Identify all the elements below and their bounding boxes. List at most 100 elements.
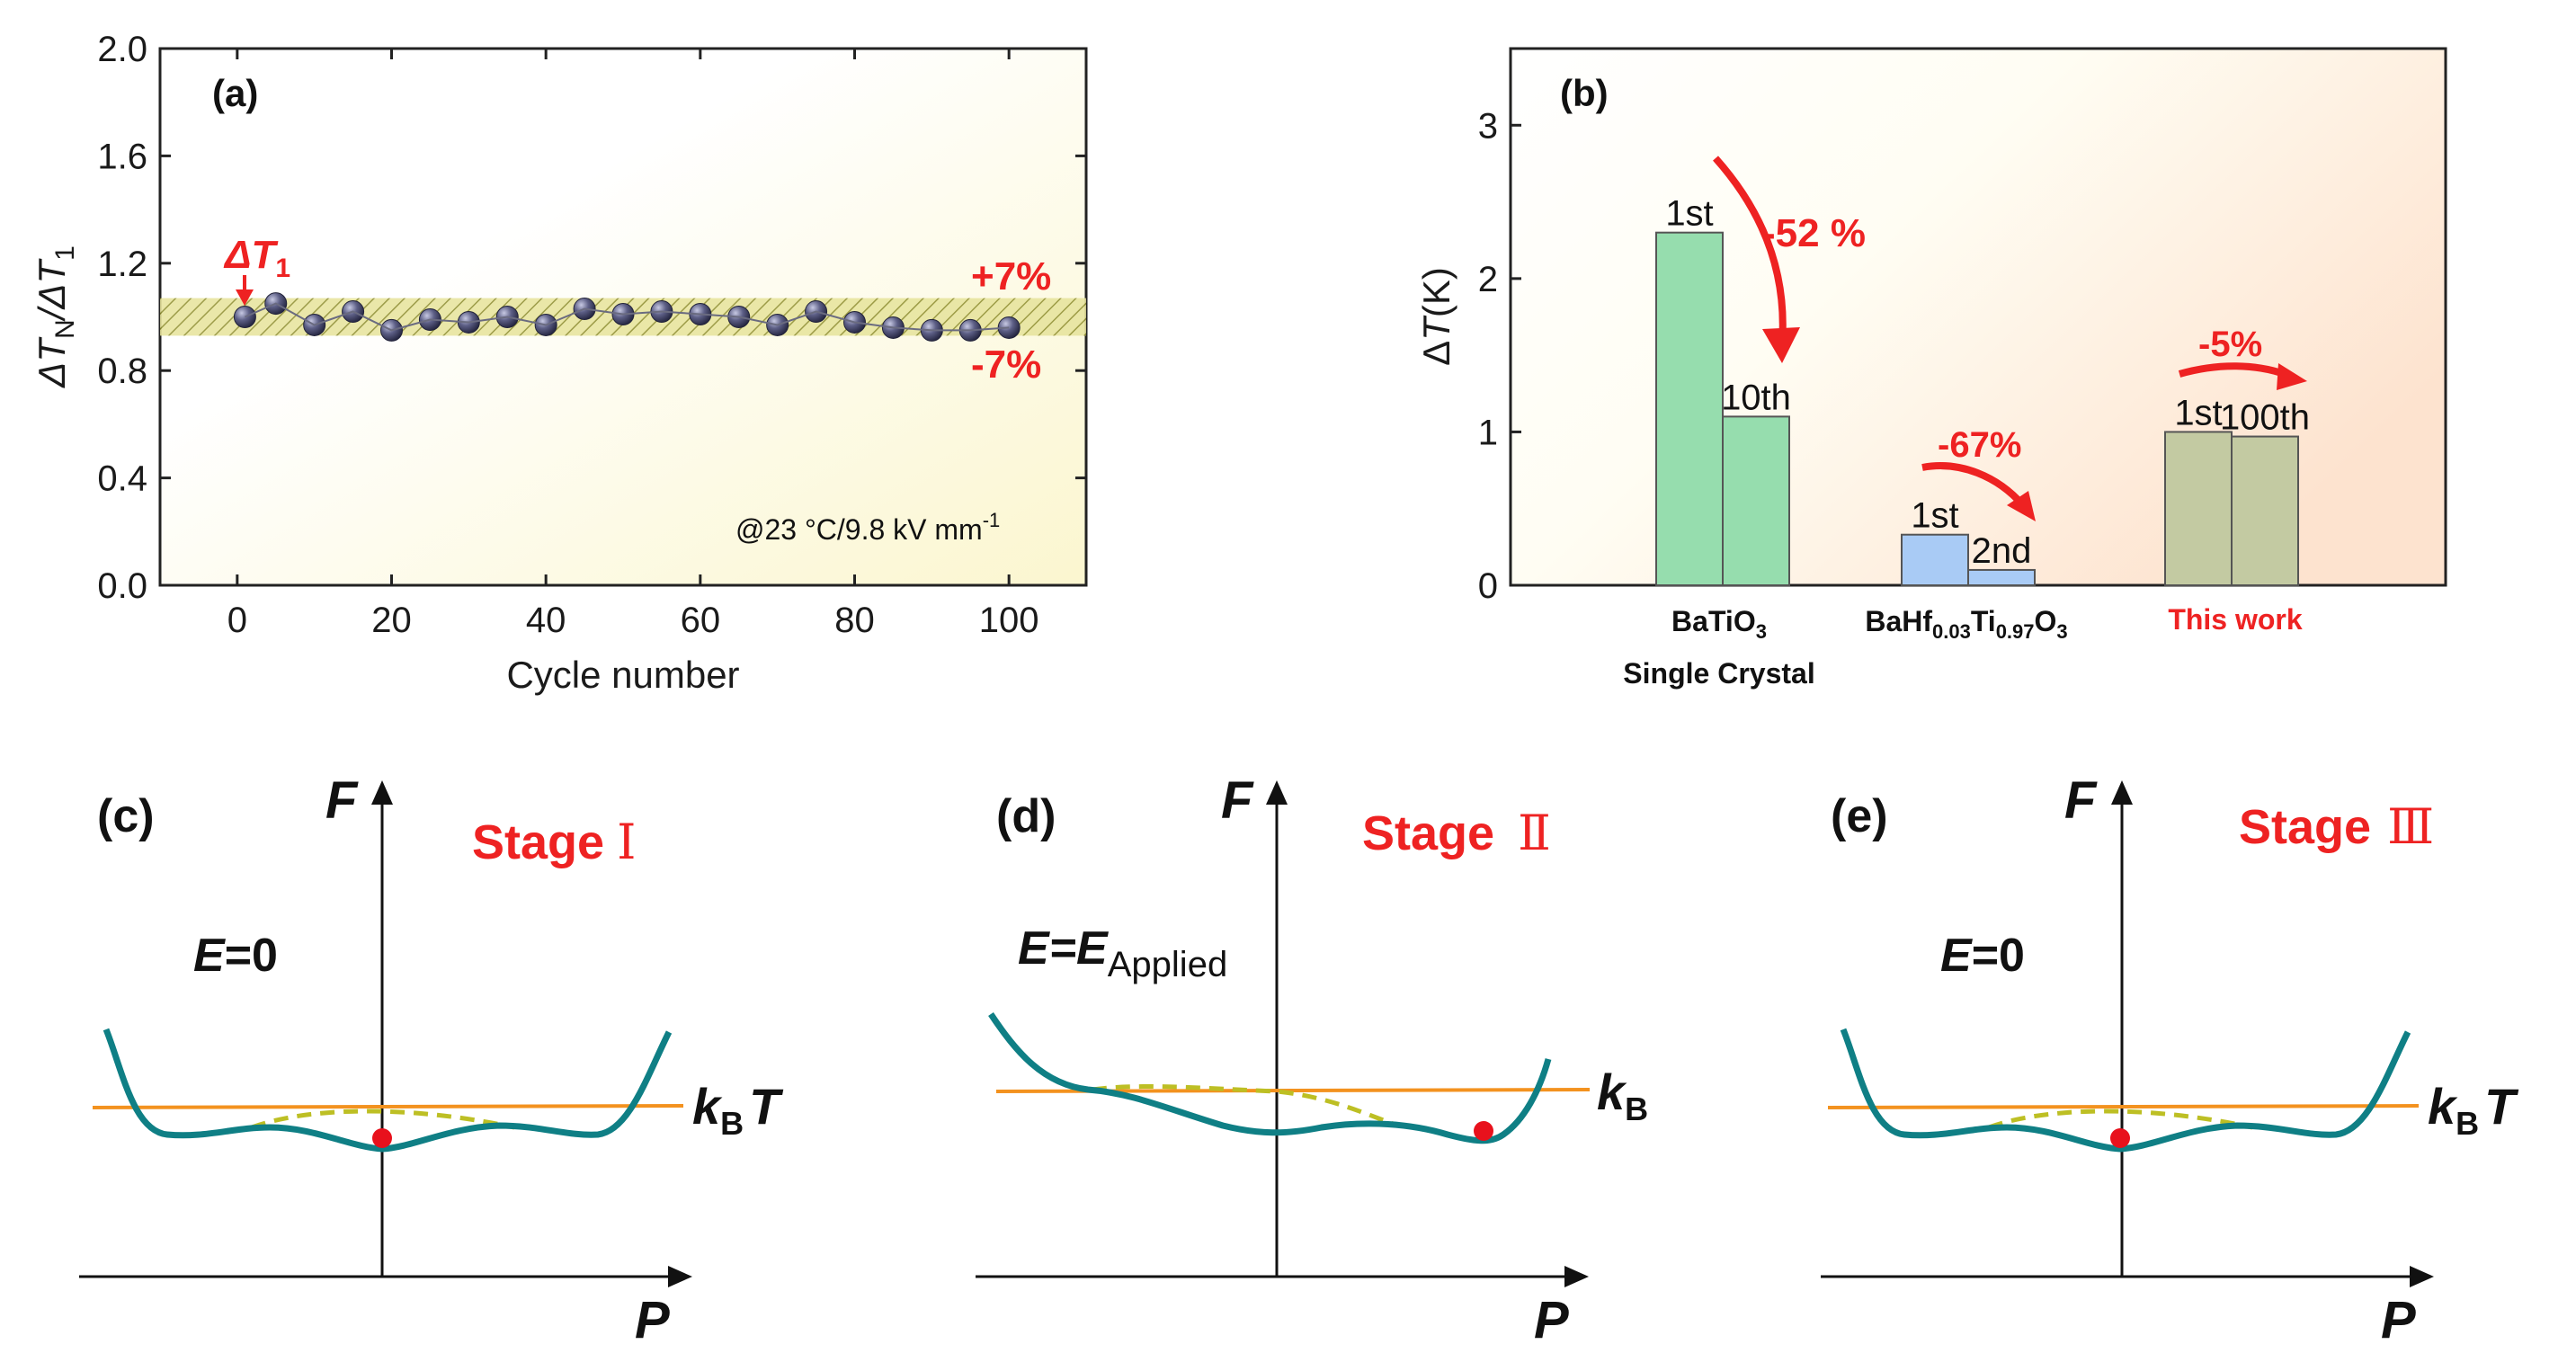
state-dot-e [2110,1128,2130,1148]
kbt-sub-e: B [2456,1105,2479,1142]
bar-label-1-1: 2nd [1972,531,2032,571]
category-label-single-crystal: Single Crystal [1623,657,1814,690]
field-sub-d: Applied [1108,945,1227,984]
y-tick-label-a: 0.4 [97,459,147,499]
change-label-this-work: -5% [2198,325,2262,364]
plot-a-line [245,302,1010,332]
bar-2-0 [2164,431,2233,586]
stage-label-e: Stage Ⅲ [2239,798,2434,855]
panel-a-label: (a) [212,72,258,114]
bar-label-1-0: 1st [1911,496,1958,536]
panel-e-label: (e) [1831,790,1888,842]
field-e-c: E [193,930,226,982]
stage-roman-e: Ⅲ [2387,798,2434,855]
y-axis-label-b-p1: T [1415,315,1457,341]
category-label-bahfti: BaHf0.03Ti0.97O3 [1865,605,2067,643]
y-tick-label-b: 3 [1478,106,1498,146]
x-tick-label-a: 20 [371,601,412,640]
x-tick-label-a: 40 [526,601,566,640]
free-energy-curve-e [1840,1028,2411,1153]
change-arrow-batio3-head [1762,327,1800,363]
y-axis-label-b-p2: (K) [1415,267,1457,317]
f-axis-label-d: F [1221,771,1254,830]
y-axis-label-b: ΔT(K) [1415,267,1457,366]
bar-label-0-0: 1st [1665,194,1713,234]
bar-label-0-1: 10th [1721,378,1791,417]
plot-a-ticks: 0 20 40 60 80 100 0.0 0.4 0.8 1.2 1.6 2.0 [97,30,1086,640]
x-tick-label-a: 60 [681,601,721,640]
cat-bht-0: BaHf [1865,605,1932,637]
change-label-batio3: -52 % [1762,211,1866,255]
state-dot-c [372,1128,392,1148]
dashed-barrier-d [1092,1084,1399,1128]
field-label-e: E=0 [1940,930,2025,982]
first-point-label: ΔT1 [223,233,290,283]
kbt-label-e: kB T [2428,1078,2519,1142]
field-rest-d: =E [1049,922,1109,975]
p-axis-label-d: P [1534,1291,1569,1349]
y-tick-label-a: 0.0 [97,566,147,606]
panel-b-label: (b) [1560,72,1609,114]
field-e-e: E [1940,930,1973,982]
bar-label-2-0: 1st [2174,393,2222,432]
first-point-label-base: ΔT [223,233,279,277]
kbt-k-c: k [692,1078,723,1135]
panel-d-label: (d) [996,790,1056,842]
condition-label-sup: -1 [983,509,1001,531]
y-axis-label-b-p0: Δ [1415,341,1457,366]
field-label-c: E=0 [193,930,278,982]
x-tick-label-a: 0 [227,601,247,640]
p-axis-label-e: P [2381,1291,2416,1349]
stage-word-d: Stage [1362,806,1494,860]
x-tick-label-a: 100 [979,601,1039,640]
field-rest-c: =0 [225,930,278,982]
condition-label: @23 °C/9.8 kV mm-1 [735,509,1000,546]
kbt-t-c: T [749,1078,784,1135]
y-tick-label-b: 2 [1478,260,1498,299]
y-tick-label-a: 0.8 [97,352,147,391]
cat-bht-1: 0.03 [1932,620,1971,643]
state-dot-d [1474,1121,1493,1141]
category-label-this-work: This work [2168,603,2303,636]
category-label-batio3: BaTiO3 [1671,605,1767,643]
kbt-line-e [1827,1104,2420,1109]
bar-0-1 [1722,415,1790,586]
condition-label-main: @23 °C/9.8 kV mm [735,513,983,546]
first-point-label-sub: 1 [275,254,290,283]
bar-2-1 [2231,435,2299,586]
free-energy-curve-d [988,1012,1552,1144]
y-axis-label-a-p0: ΔT [31,336,73,388]
x-tick-label-a: 80 [834,601,875,640]
cat-bht-5: 3 [2056,620,2067,643]
first-point-arrow-head [236,289,254,306]
x-axis-label-a: Cycle number [506,654,739,696]
free-energy-curve-c [103,1028,673,1153]
y-axis-label-a-p2: /ΔT [31,257,73,322]
kbt-label-d: kB [1597,1064,1648,1127]
plot-b-frame [1509,47,2447,587]
change-arrow-bht-head [2007,491,2036,521]
plot-b-ticks: 0 1 2 3 [1478,106,1521,606]
stage-label-d: Stage Ⅱ [1362,805,1551,861]
cat-bht-2: Ti [1971,605,1996,637]
kbt-t-e: T [2484,1078,2519,1135]
kbt-sub-d: B [1625,1091,1648,1127]
y-tick-label-b: 0 [1478,566,1498,606]
f-axis-label-c: F [325,771,359,830]
panel-d: (d) F P Stage Ⅱ E=EApplied kB [976,771,1648,1349]
kbt-line-c [92,1104,684,1109]
stage-word-c: Stage [472,815,604,869]
bar-1-0 [1901,533,1969,586]
p-axis-label-c: P [635,1291,670,1349]
kbt-sub-c: B [720,1105,744,1142]
y-axis-label-a-p1: N [50,319,80,339]
stage-roman-c: Ⅰ [617,814,636,870]
stage-label-c: Stage Ⅰ [472,814,636,870]
cat-bht-4: O [2035,605,2057,637]
cat-bht-3: 0.97 [1996,620,2035,643]
y-tick-label-a: 2.0 [97,30,147,69]
change-label-bht: -67% [1938,425,2021,465]
